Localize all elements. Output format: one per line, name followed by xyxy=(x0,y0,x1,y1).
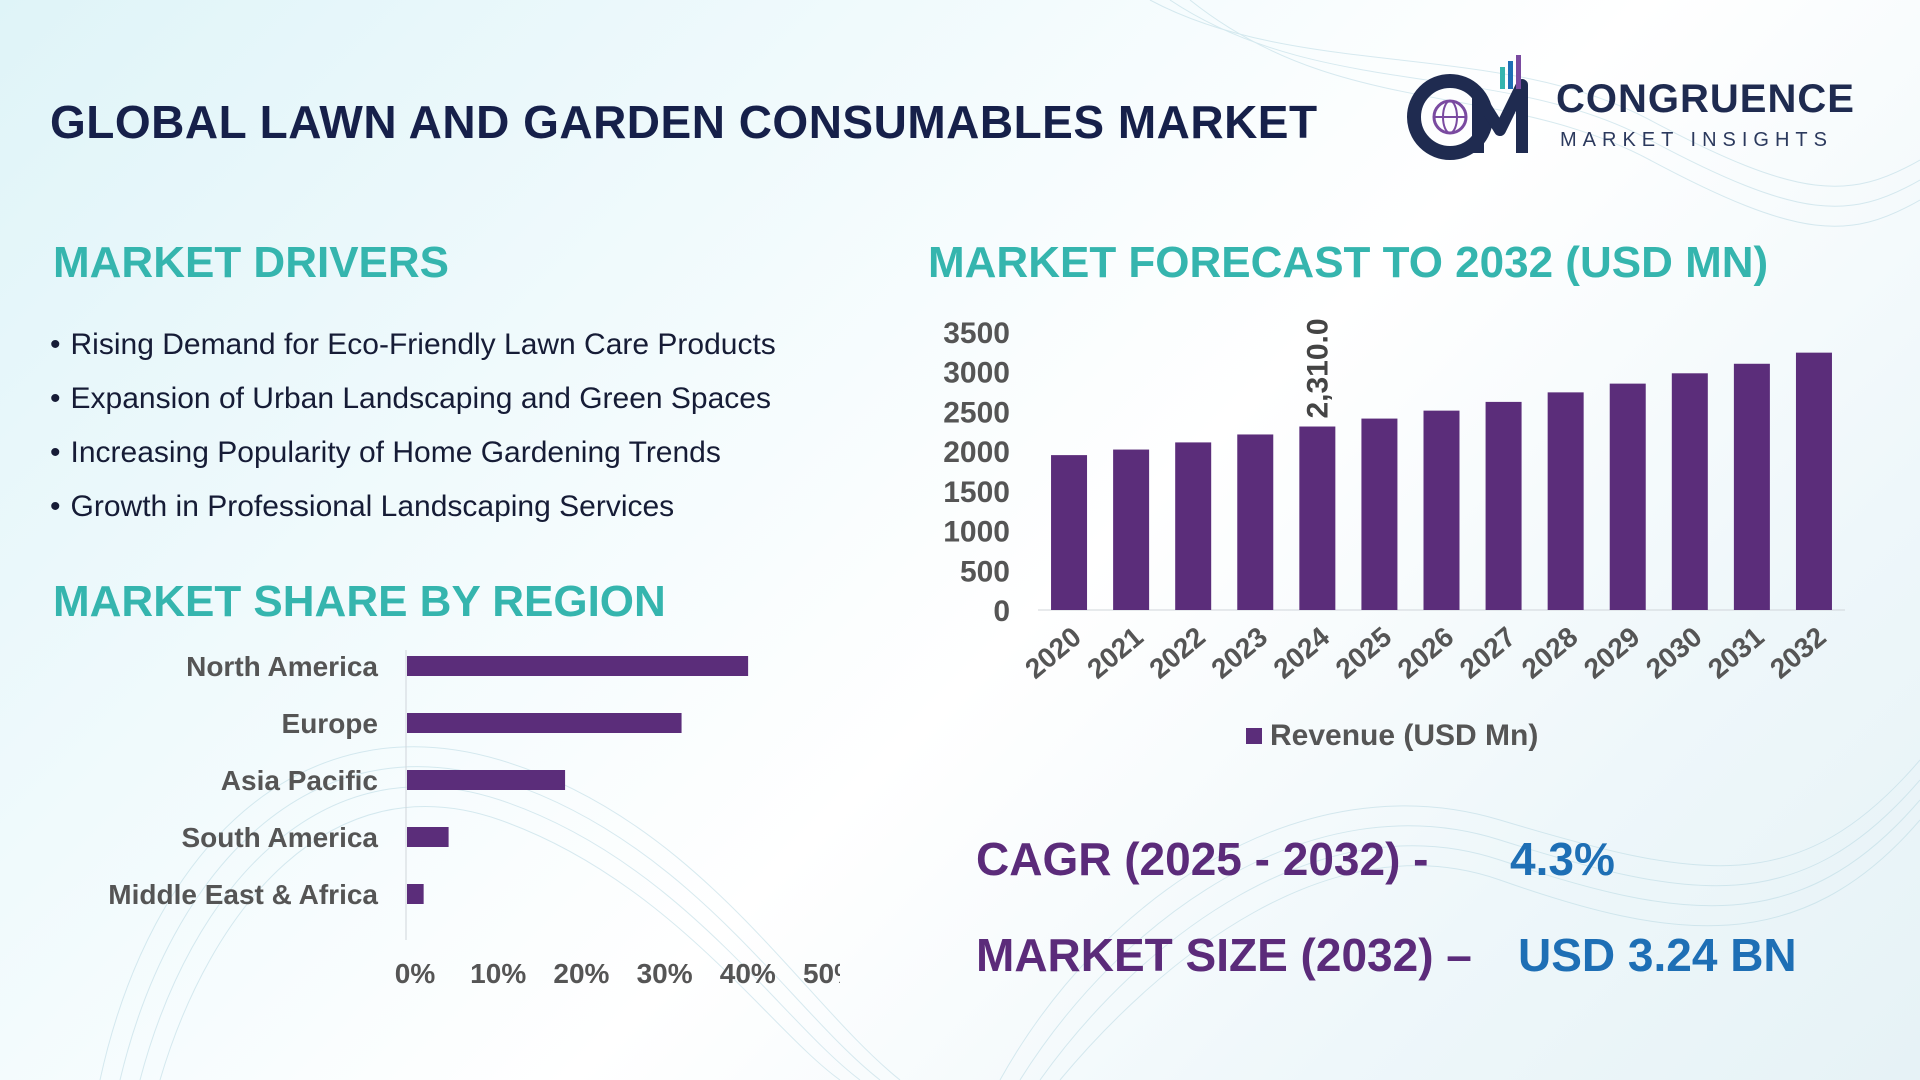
region-tick-label: 20% xyxy=(553,958,609,989)
driver-item: Rising Demand for Eco-Friendly Lawn Care… xyxy=(50,325,776,379)
region-bar xyxy=(407,884,424,904)
market-size-label: MARKET SIZE (2032) – xyxy=(976,929,1472,981)
forecast-x-tick-label: 2024 xyxy=(1268,621,1336,685)
forecast-x-tick-label: 2030 xyxy=(1640,621,1708,685)
forecast-bar xyxy=(1733,363,1770,610)
forecast-y-tick-label: 1000 xyxy=(943,516,1010,549)
forecast-y-tick-label: 500 xyxy=(960,555,1010,588)
region-category-label: North America xyxy=(186,651,378,682)
logo-subtitle: MARKET INSIGHTS xyxy=(1560,129,1833,151)
drivers-title: MARKET DRIVERS xyxy=(53,238,450,287)
logo-name: CONGRUENCE xyxy=(1556,77,1855,121)
market-size-value: USD 3.24 BN xyxy=(1518,929,1797,981)
legend-swatch xyxy=(1246,728,1262,744)
region-tick-label: 40% xyxy=(720,958,776,989)
forecast-x-tick-label: 2020 xyxy=(1019,621,1087,685)
forecast-x-tick-label: 2021 xyxy=(1081,621,1149,685)
region-bar xyxy=(407,713,682,733)
forecast-y-tick-label: 2000 xyxy=(943,436,1010,469)
forecast-bar xyxy=(1609,383,1646,610)
forecast-y-tick-label: 2500 xyxy=(943,396,1010,429)
forecast-data-label: 2,310.0 xyxy=(1301,318,1334,418)
forecast-y-tick-label: 3500 xyxy=(943,317,1010,350)
globe-bar-chart-logo-icon xyxy=(1407,55,1528,160)
forecast-x-tick-label: 2025 xyxy=(1330,621,1398,685)
forecast-y-tick-label: 1500 xyxy=(943,476,1010,509)
forecast-x-tick-label: 2031 xyxy=(1702,621,1770,685)
forecast-title: MARKET FORECAST TO 2032 (USD MN) xyxy=(928,238,1769,287)
region-bar xyxy=(407,770,566,790)
forecast-bar xyxy=(1237,434,1274,610)
region-category-label: Europe xyxy=(282,708,378,739)
forecast-x-tick-label: 2023 xyxy=(1205,621,1273,685)
legend-label: Revenue (USD Mn) xyxy=(1270,719,1538,752)
region-category-label: Asia Pacific xyxy=(221,765,378,796)
forecast-x-tick-label: 2028 xyxy=(1516,621,1584,685)
forecast-x-tick-label: 2022 xyxy=(1143,621,1211,685)
cagr-value: 4.3% xyxy=(1510,833,1615,885)
forecast-x-tick-label: 2027 xyxy=(1454,621,1522,685)
forecast-chart: 0 500 1000 1500 2000 2500 3000 3500 202020212022… xyxy=(943,317,1845,752)
forecast-bar xyxy=(1361,418,1398,610)
cagr-label: CAGR (2025 - 2032) - xyxy=(976,833,1429,885)
forecast-y-tick-label: 3000 xyxy=(943,357,1010,390)
forecast-bar xyxy=(1671,373,1708,610)
forecast-x-tick-label: 2032 xyxy=(1764,621,1832,685)
forecast-bar xyxy=(1485,401,1522,610)
page-title: GLOBAL LAWN AND GARDEN CONSUMABLES MARKE… xyxy=(50,96,1318,148)
driver-item: Expansion of Urban Landscaping and Green… xyxy=(50,379,776,433)
region-tick-label: 10% xyxy=(470,958,526,989)
driver-item: Growth in Professional Landscaping Servi… xyxy=(50,487,776,541)
region-share-chart: North America Europe Asia Pacific South Ame… xyxy=(108,650,840,989)
forecast-y-tick-label: 0 xyxy=(993,595,1010,628)
region-bar xyxy=(407,656,749,676)
forecast-x-tick-label: 2029 xyxy=(1578,621,1646,685)
forecast-bar xyxy=(1051,455,1088,610)
region-category-label: Middle East & Africa xyxy=(108,879,378,910)
forecast-bar xyxy=(1547,392,1584,610)
region-category-label: South America xyxy=(181,822,378,853)
driver-item: Increasing Popularity of Home Gardening … xyxy=(50,433,776,487)
forecast-bar xyxy=(1175,442,1212,610)
forecast-x-tick-label: 2026 xyxy=(1392,621,1460,685)
forecast-bar xyxy=(1423,410,1460,610)
forecast-bar xyxy=(1113,449,1150,610)
region-title: MARKET SHARE BY REGION xyxy=(53,577,666,626)
forecast-bar xyxy=(1299,426,1336,610)
company-logo: CONGRUENCE MARKET INSIGHTS xyxy=(1400,55,1880,165)
drivers-list: Rising Demand for Eco-Friendly Lawn Care… xyxy=(50,325,776,541)
forecast-bar xyxy=(1795,352,1832,610)
region-bar xyxy=(407,827,449,847)
region-tick-label: 0% xyxy=(395,958,436,989)
region-tick-label: 50% xyxy=(803,958,840,989)
region-tick-label: 30% xyxy=(637,958,693,989)
